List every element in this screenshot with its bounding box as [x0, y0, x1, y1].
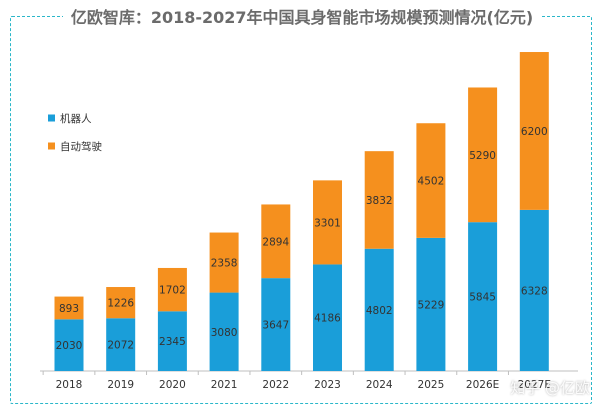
- x-tick-label-3: 2021: [211, 379, 238, 391]
- legend-label-0: 机器人: [60, 112, 92, 125]
- bar-1-9: [519, 52, 549, 210]
- bar-0-9: [519, 209, 549, 371]
- x-tick-label-6: 2024: [366, 379, 393, 391]
- bar-0-7: [416, 237, 446, 371]
- bar-0-1: [106, 318, 136, 371]
- data-label-0-1: 2072: [107, 340, 134, 352]
- data-label-1-6: 3832: [366, 195, 393, 207]
- data-label-0-5: 4186: [314, 313, 341, 325]
- data-label-0-9: 6328: [521, 285, 548, 297]
- x-tick-label-0: 2018: [56, 379, 83, 391]
- data-label-1-7: 4502: [418, 176, 445, 188]
- chart-title: 亿欧智库：2018-2027年中国具身智能市场规模预测情况(亿元): [62, 4, 542, 32]
- bar-1-3: [209, 232, 239, 293]
- bar-0-5: [313, 264, 342, 371]
- legend-swatch-0: [48, 114, 55, 122]
- bar-1-4: [261, 204, 291, 279]
- x-tick-label-1: 2019: [107, 379, 134, 391]
- bar-0-3: [209, 292, 239, 371]
- x-tick-label-4: 2022: [262, 379, 289, 391]
- legend-swatch-1: [48, 142, 55, 150]
- data-label-0-2: 2345: [159, 336, 186, 348]
- bar-0-0: [54, 319, 84, 371]
- bar-0-2: [157, 311, 187, 371]
- watermark: 知乎 @亿欧: [510, 379, 590, 397]
- x-tick-label-7: 2025: [418, 379, 445, 391]
- bar-0-6: [364, 248, 394, 371]
- bar-1-0: [54, 296, 84, 320]
- bar-1-8: [468, 87, 498, 223]
- bar-1-7: [416, 123, 446, 238]
- data-label-1-1: 1226: [107, 298, 134, 310]
- data-label-0-3: 3080: [211, 327, 238, 339]
- bar-1-1: [106, 287, 136, 319]
- bar-0-8: [468, 222, 498, 371]
- legend-label-1: 自动驾驶: [60, 140, 102, 153]
- x-tick-label-2: 2020: [159, 379, 186, 391]
- bar-1-2: [157, 267, 187, 312]
- data-label-0-7: 5229: [418, 299, 445, 311]
- bar-1-6: [364, 151, 394, 249]
- data-label-1-9: 6200: [521, 126, 548, 138]
- x-tick-label-9: 2027E: [518, 379, 551, 391]
- data-label-1-2: 1702: [159, 285, 186, 297]
- data-label-1-0: 893: [59, 303, 79, 315]
- data-label-0-0: 2030: [56, 340, 83, 352]
- data-label-0-6: 4802: [366, 305, 393, 317]
- data-label-0-4: 3647: [262, 320, 289, 332]
- x-tick-label-5: 2023: [314, 379, 341, 391]
- bar-1-5: [313, 180, 342, 265]
- bar-0-4: [261, 278, 291, 371]
- data-label-1-8: 5290: [469, 150, 496, 162]
- data-label-1-3: 2358: [211, 258, 238, 270]
- title-bar: 亿欧智库：2018-2027年中国具身智能市场规模预测情况(亿元): [0, 4, 604, 32]
- data-label-1-5: 3301: [314, 217, 341, 229]
- data-label-1-4: 2894: [262, 236, 289, 248]
- x-tick-label-8: 2026E: [466, 379, 499, 391]
- data-label-0-8: 5845: [469, 292, 496, 304]
